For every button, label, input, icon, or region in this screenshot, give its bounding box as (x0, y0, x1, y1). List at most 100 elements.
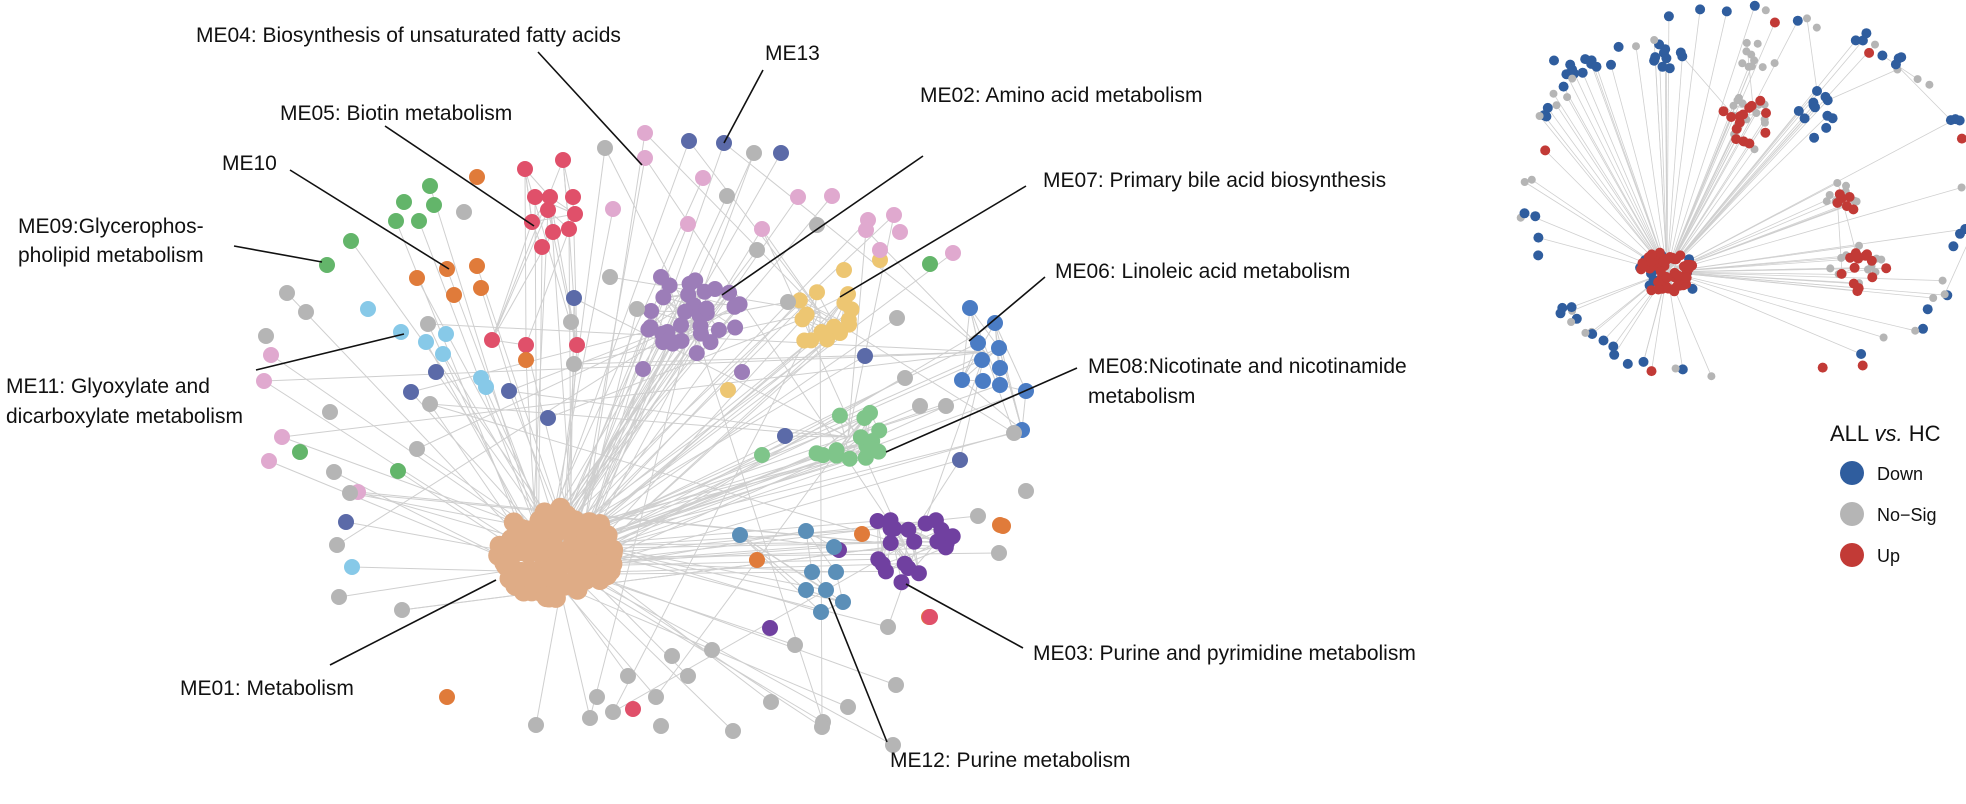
nosig-node (420, 316, 436, 332)
me09-node (426, 197, 442, 213)
inset-node (1609, 349, 1620, 360)
label-leader-lines (233, 51, 1078, 743)
inset-node (1803, 14, 1811, 23)
me09-node (390, 463, 406, 479)
me02-node (702, 334, 719, 351)
inset-node (1881, 263, 1892, 274)
me05-node (922, 609, 938, 625)
label-me11-line2: dicarboxylate metabolism (6, 405, 243, 428)
me07-node (826, 318, 842, 335)
me01-node (528, 541, 549, 562)
me10-node (446, 287, 462, 303)
inset-node (1637, 258, 1648, 269)
inset-node (1753, 39, 1762, 48)
me02-node (727, 319, 744, 336)
me12-node (828, 564, 844, 580)
pink-node (754, 221, 770, 237)
label-me06: ME06: Linoleic acid metabolism (1055, 260, 1350, 283)
inset-node (1913, 75, 1922, 84)
inset-node (1718, 106, 1729, 117)
label-me01: ME01: Metabolism (180, 677, 354, 700)
me12-node (818, 582, 834, 598)
me03-node (882, 535, 899, 551)
me02-node (698, 300, 715, 317)
me09-node (396, 194, 412, 210)
pink-node (605, 201, 621, 217)
inset-node (1742, 47, 1751, 56)
inset-node (1755, 95, 1766, 106)
me02-node (677, 303, 694, 320)
inset-node (1567, 318, 1576, 326)
me01-node (590, 535, 610, 556)
inset-node (1654, 247, 1665, 258)
me05-node (565, 189, 581, 205)
inset-node (1950, 114, 1961, 125)
inset-node (1957, 183, 1966, 192)
me05-node (561, 221, 577, 237)
me09-node (343, 233, 359, 249)
inset-node (1731, 123, 1742, 134)
inset-node (1677, 364, 1688, 375)
inset-node (1669, 286, 1680, 297)
nosig-node (880, 619, 896, 635)
nosig-node (809, 217, 825, 233)
me02-node (734, 364, 750, 380)
inset-node (1577, 67, 1588, 78)
me02-node (726, 298, 743, 315)
me12-node (732, 527, 748, 543)
pink-node (872, 242, 888, 258)
me09-node (422, 178, 438, 194)
pink-node (892, 224, 908, 240)
me08-node (831, 407, 848, 424)
nosig-node (602, 269, 618, 285)
inset-node (1540, 145, 1551, 156)
me03-node (929, 533, 946, 550)
inset-node (1821, 122, 1832, 133)
pink-node (886, 207, 902, 223)
inset-node (1671, 364, 1680, 373)
inset-node (1844, 192, 1855, 202)
me10-node (409, 270, 425, 286)
inset-node (1520, 178, 1529, 186)
me01-node (570, 517, 591, 537)
pink-node (680, 216, 696, 232)
me08-node (870, 443, 887, 460)
me07-node (836, 262, 852, 278)
inset-node (1533, 232, 1544, 243)
inset-node (1567, 64, 1578, 75)
inset-node (1812, 86, 1822, 96)
inset-node (1890, 59, 1901, 70)
me08-node (841, 450, 858, 467)
inset-node (1735, 111, 1746, 122)
label-me10: ME10 (222, 152, 277, 175)
inset-node (1519, 208, 1530, 219)
me08-node (871, 422, 888, 439)
me11-node (393, 324, 409, 340)
me10-node (518, 352, 534, 368)
me09-node (292, 444, 308, 460)
nosig-node (298, 304, 314, 320)
label-me04: ME04: Biosynthesis of unsaturated fatty … (196, 24, 621, 47)
inset-node (1657, 61, 1668, 72)
nosig-node (422, 396, 438, 412)
legend-up-swatch (1840, 543, 1864, 567)
inset-node (1761, 6, 1770, 15)
inset-node (1820, 91, 1831, 102)
me08-node (815, 447, 832, 464)
network-nodes (256, 125, 1034, 753)
me10-node (995, 518, 1011, 534)
inset-node (1662, 272, 1672, 283)
nosig-node (787, 637, 803, 653)
inset-node (1738, 136, 1749, 147)
me13-node (501, 383, 517, 399)
nosig-node (648, 689, 664, 705)
pink-node (695, 170, 711, 186)
me10-node (439, 689, 455, 705)
inset-node (1650, 52, 1661, 63)
me11-node (418, 334, 434, 350)
me05-node (527, 189, 543, 205)
me07-node (798, 306, 815, 323)
nosig-node (653, 718, 669, 734)
me10-node (469, 169, 485, 185)
